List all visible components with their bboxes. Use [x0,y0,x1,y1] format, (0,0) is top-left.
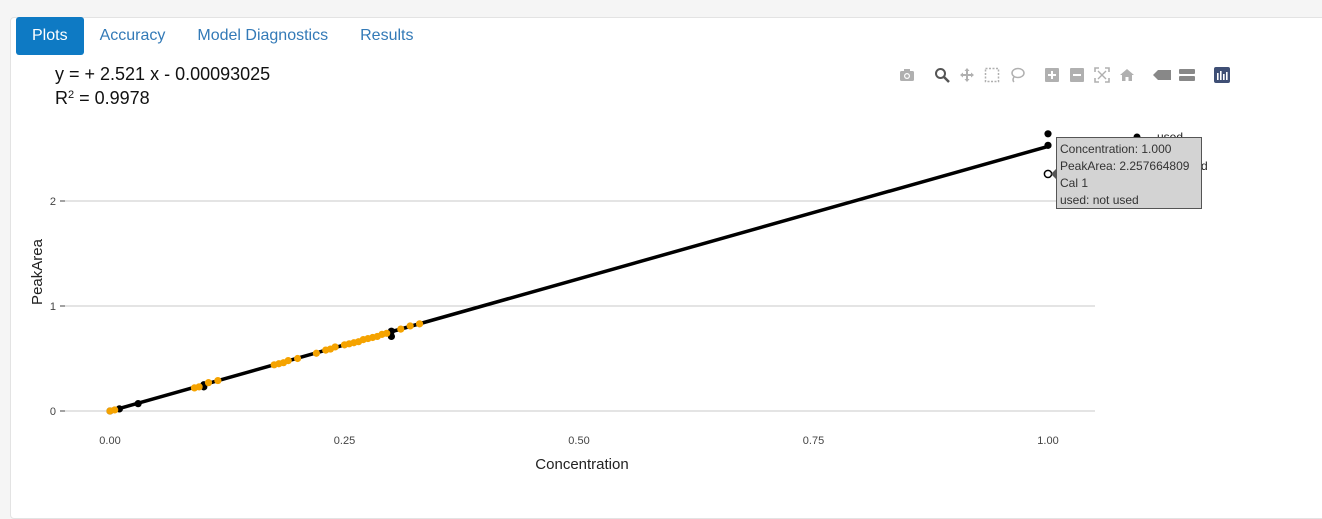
y-tick-label: 1 [50,301,56,313]
hover-tooltip: Concentration: 1.000 PeakArea: 2.2576648… [1056,137,1202,209]
data-point[interactable] [111,406,119,414]
data-point[interactable] [415,320,424,328]
data-point[interactable] [294,354,302,363]
regression-line [109,144,1049,413]
y-axis-ticks: 0 1 2 [50,196,65,418]
compare-hover-icon[interactable] [1178,66,1196,84]
data-point[interactable] [397,325,405,333]
tab-model-diagnostics[interactable]: Model Diagnostics [197,27,329,44]
x-axis-title: Concentration [535,456,628,473]
r-squared-line: R2 = 0.9978 [55,86,270,110]
tooltip-peakarea: PeakArea: 2.257664809 [1060,159,1190,173]
data-point[interactable] [134,400,142,408]
spike-lines-icon[interactable] [1153,66,1171,84]
data-point[interactable] [312,349,320,357]
box-select-icon[interactable] [983,66,1001,84]
equation-line: y = + 2.521 x - 0.00093025 [55,64,271,84]
r2-value: = 0.9978 [74,88,150,108]
data-point[interactable] [331,343,339,351]
grid-layer [65,200,1095,412]
r2-prefix: R [55,88,68,108]
regression-equation: y = + 2.521 x - 0.00093025 R2 = 0.9978 [55,62,270,110]
x-tick-label: 0.00 [99,435,120,447]
x-tick-label: 1.00 [1037,435,1058,447]
tooltip-concentration: Concentration: 1.000 [1060,142,1172,156]
content-panel [10,17,1322,519]
y-tick-label: 0 [50,406,56,418]
y-tick-label: 2 [50,196,56,208]
data-point[interactable] [406,322,414,330]
lasso-icon[interactable] [1008,66,1026,84]
tab-bar: Plots Accuracy Model Diagnostics Results [16,17,429,57]
zoom-icon[interactable] [933,66,951,84]
plot-modebar [898,66,1238,84]
x-axis-ticks: 0.00 0.25 0.50 0.75 1.00 [99,435,1058,447]
x-tick-label: 0.50 [568,435,589,447]
zoom-in-icon[interactable] [1043,66,1061,84]
home-icon[interactable] [1118,66,1136,84]
data-point[interactable] [214,376,222,385]
data-point[interactable] [284,357,292,365]
data-point[interactable] [195,383,203,391]
data-point[interactable] [1044,141,1052,149]
x-tick-label: 0.25 [334,435,355,447]
tooltip-used: used: not used [1060,193,1139,207]
data-point[interactable] [1044,130,1052,138]
autoscale-icon[interactable] [1093,66,1111,84]
x-tick-label: 0.75 [803,435,824,447]
data-points [106,130,1053,415]
zoom-out-icon[interactable] [1068,66,1086,84]
data-point[interactable] [383,329,391,337]
tab-plots[interactable]: Plots [16,17,84,55]
plotly-logo-icon[interactable] [1213,66,1231,84]
tab-results[interactable]: Results [360,27,414,44]
legend-not-used-label-tail[interactable]: d [1201,159,1208,173]
tab-accuracy[interactable]: Accuracy [99,27,166,44]
pan-icon[interactable] [958,66,976,84]
data-point[interactable] [1043,169,1053,179]
camera-icon[interactable] [898,66,916,84]
r2-superscript: 2 [68,89,75,101]
y-axis-title: PeakArea [29,238,46,305]
calibration-chart: 0.00 0.25 0.50 0.75 1.00 0 1 2 Concentration P… [29,130,1208,473]
tooltip-name: Cal 1 [1060,176,1089,190]
data-point[interactable] [204,379,213,387]
